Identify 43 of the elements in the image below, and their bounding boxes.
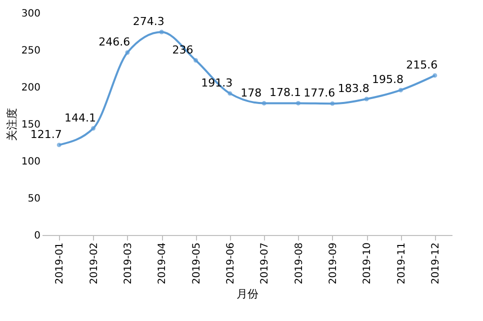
- data-label: 195.8: [372, 73, 404, 86]
- data-label: 274.3: [132, 15, 164, 28]
- x-tick-label: 2019-01: [54, 242, 66, 284]
- point: [262, 101, 266, 106]
- x-tick-label: 2019-05: [191, 242, 202, 284]
- data-label: 178: [240, 86, 262, 100]
- x-tick-label: 2019-11: [396, 242, 408, 284]
- x-tick-label: 2019-08: [294, 242, 305, 284]
- x-tick-label: 2019-09: [328, 242, 339, 284]
- x-axis-title: 月份: [236, 287, 258, 300]
- data-label: 215.6: [406, 58, 438, 72]
- x-tick-label: 2019-03: [122, 242, 134, 284]
- point: [296, 100, 300, 106]
- y-tick-label: 200: [21, 82, 40, 94]
- data-label: 144.1: [64, 111, 96, 124]
- x-tick-label: 2019-04: [157, 242, 168, 284]
- point: [364, 96, 369, 102]
- y-tick-label: 300: [21, 8, 40, 20]
- x-tick-label: 2019-07: [260, 242, 271, 284]
- x-tick-label: 2019-06: [225, 242, 236, 284]
- data-label: 183.8: [338, 82, 370, 95]
- data-label: 178.1: [270, 86, 301, 100]
- point: [125, 50, 130, 55]
- y-tick-label: 0: [34, 230, 40, 242]
- point: [330, 101, 335, 106]
- point: [91, 126, 96, 131]
- x-tick-label: 2019-02: [88, 242, 100, 284]
- point: [56, 142, 62, 148]
- y-tick-label: 100: [21, 156, 40, 168]
- y-tick-label: 250: [21, 46, 40, 56]
- x-tick-label: 2019-10: [362, 242, 374, 284]
- point: [228, 91, 232, 96]
- y-tick-label: 50: [28, 194, 40, 204]
- point: [159, 30, 164, 34]
- data-label: 177.6: [304, 86, 336, 100]
- y-axis-title: 关注度: [5, 108, 18, 141]
- point: [398, 88, 403, 92]
- point: [432, 73, 438, 78]
- x-tick-label: 2019-12: [430, 242, 442, 284]
- data-label: 246.6: [98, 36, 130, 49]
- point: [194, 58, 198, 63]
- data-label: 121.7: [30, 128, 62, 141]
- y-tick-label: 150: [21, 120, 40, 130]
